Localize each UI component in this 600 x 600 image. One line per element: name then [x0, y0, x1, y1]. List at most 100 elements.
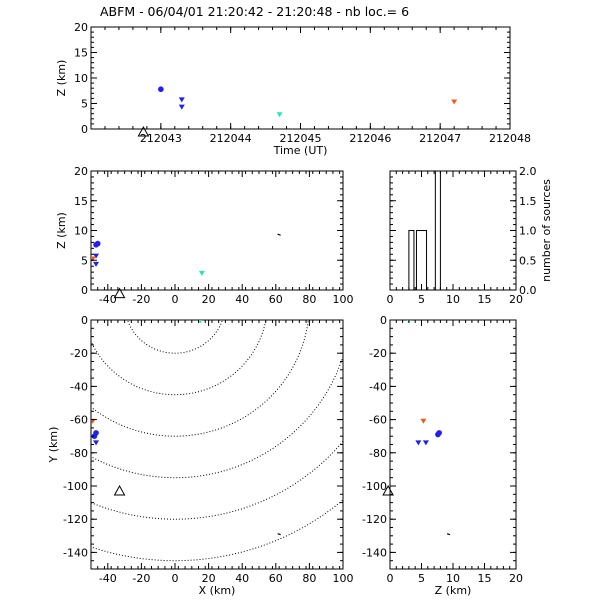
x-tick-label: 20 [509, 572, 523, 585]
x-tick-label: -20 [132, 293, 150, 306]
x-tick-label: 15 [478, 572, 492, 585]
x-tick-label: -20 [132, 572, 150, 585]
x-tick-label: 212048 [489, 132, 531, 145]
x-tick-label: -40 [99, 572, 117, 585]
source-point [93, 440, 100, 446]
source-point [451, 99, 458, 105]
y-tick-label: 1.5 [519, 195, 537, 208]
station-marker [382, 484, 394, 496]
x-tick-label: 0 [387, 572, 394, 585]
source-point [93, 241, 99, 248]
y-tick-label: 10 [74, 225, 88, 238]
y-tick-label: 0 [380, 314, 387, 327]
histogram-bar [408, 230, 415, 290]
plot-frame [90, 170, 344, 291]
y-tick-label: 0 [81, 314, 88, 327]
x-tick-label: 212045 [280, 132, 322, 145]
source-point [198, 320, 203, 324]
x-axis-label: Time (UT) [273, 144, 328, 157]
y-axis-label: Y (km) [47, 427, 60, 464]
x-tick-label: 212047 [419, 132, 461, 145]
y-tick-label: -100 [63, 480, 88, 493]
source-point [93, 261, 100, 267]
y-tick-label: 20 [74, 165, 88, 178]
x-tick-label: 5 [418, 572, 425, 585]
source-point [178, 104, 185, 110]
y-tick-label: -120 [63, 513, 88, 526]
panel-xy: -40 -20 0 20 40 60 80 100 -140 -120 -100 -80 -60 -40 -… [47, 314, 354, 597]
y-tick-label: -60 [369, 414, 387, 427]
y-tick-label: 15 [74, 47, 88, 60]
y-tick-label: 0 [81, 123, 88, 136]
x-tick-label: 100 [333, 293, 354, 306]
source-point [178, 97, 185, 103]
x-tick-label: 10 [446, 572, 460, 585]
x-axis-label: X (km) [199, 584, 236, 597]
y-tick-label: 2.0 [519, 165, 537, 178]
y-tick-label: 15 [74, 195, 88, 208]
y-tick-label: 1.0 [519, 225, 537, 238]
x-tick-label: 40 [235, 572, 249, 585]
histogram-bar [415, 230, 428, 290]
x-tick-label: 40 [235, 293, 249, 306]
x-tick-label: 0 [172, 572, 179, 585]
y-tick-label: -40 [369, 380, 387, 393]
plot-frame [90, 319, 344, 570]
figure-title: ABFM - 06/04/01 21:20:42 - 21:20:48 - nb… [100, 4, 409, 19]
source-point [277, 533, 281, 536]
station-marker [113, 287, 126, 299]
x-tick-label: 20 [509, 293, 523, 306]
distance-contour [126, 320, 224, 354]
source-point [93, 253, 100, 259]
x-tick-label: 80 [302, 293, 316, 306]
y-axis-label: Z (km) [55, 212, 68, 249]
x-tick-label: 20 [202, 293, 216, 306]
x-tick-label: 212043 [140, 132, 182, 145]
y-tick-label: -60 [70, 414, 88, 427]
y-tick-label: 0.0 [519, 284, 537, 297]
y-tick-label: 0 [81, 284, 88, 297]
source-point [422, 440, 429, 446]
plot-content [158, 86, 458, 118]
source-point [420, 418, 427, 424]
y-tick-label: 10 [74, 72, 88, 85]
x-axis-label: Z (km) [435, 584, 472, 597]
y-tick-label: 20 [74, 21, 88, 34]
x-tick-label: 100 [333, 572, 354, 585]
source-point [446, 533, 451, 536]
x-tick-label: 60 [269, 293, 283, 306]
x-tick-label: 15 [478, 293, 492, 306]
y-tick-label: -80 [70, 447, 88, 460]
y-tick-label: -20 [369, 347, 387, 360]
y-tick-label: -120 [362, 513, 387, 526]
x-tick-label: 0 [172, 293, 179, 306]
x-tick-label: 0 [387, 293, 394, 306]
plot-frame [389, 319, 517, 570]
y-tick-label: 5 [81, 98, 88, 111]
station-marker [113, 484, 126, 496]
x-tick-label: -40 [99, 293, 117, 306]
source-point [277, 233, 281, 236]
source-point [91, 433, 98, 440]
distance-contour [91, 320, 267, 396]
y-tick-label: -80 [369, 447, 387, 460]
x-tick-label: 10 [446, 293, 460, 306]
x-tick-label: 60 [269, 572, 283, 585]
plot-content [406, 320, 451, 536]
source-point [198, 270, 205, 276]
y-tick-label: 5 [81, 254, 88, 267]
y-axis-label: number of sources [540, 179, 553, 282]
y-tick-label: 0.5 [519, 254, 537, 267]
source-point [158, 86, 164, 93]
x-tick-label: 212044 [210, 132, 252, 145]
source-point [435, 431, 441, 438]
plot-content [390, 171, 516, 290]
y-tick-label: -140 [362, 546, 387, 559]
panel-xz: -40 -20 0 20 40 60 80 100 0 5 10 15 20 Z (km) [55, 165, 354, 306]
x-tick-label: 212046 [349, 132, 391, 145]
histogram-bar [434, 171, 441, 290]
y-tick-label: -140 [63, 546, 88, 559]
y-axis-label: Z (km) [55, 60, 68, 97]
